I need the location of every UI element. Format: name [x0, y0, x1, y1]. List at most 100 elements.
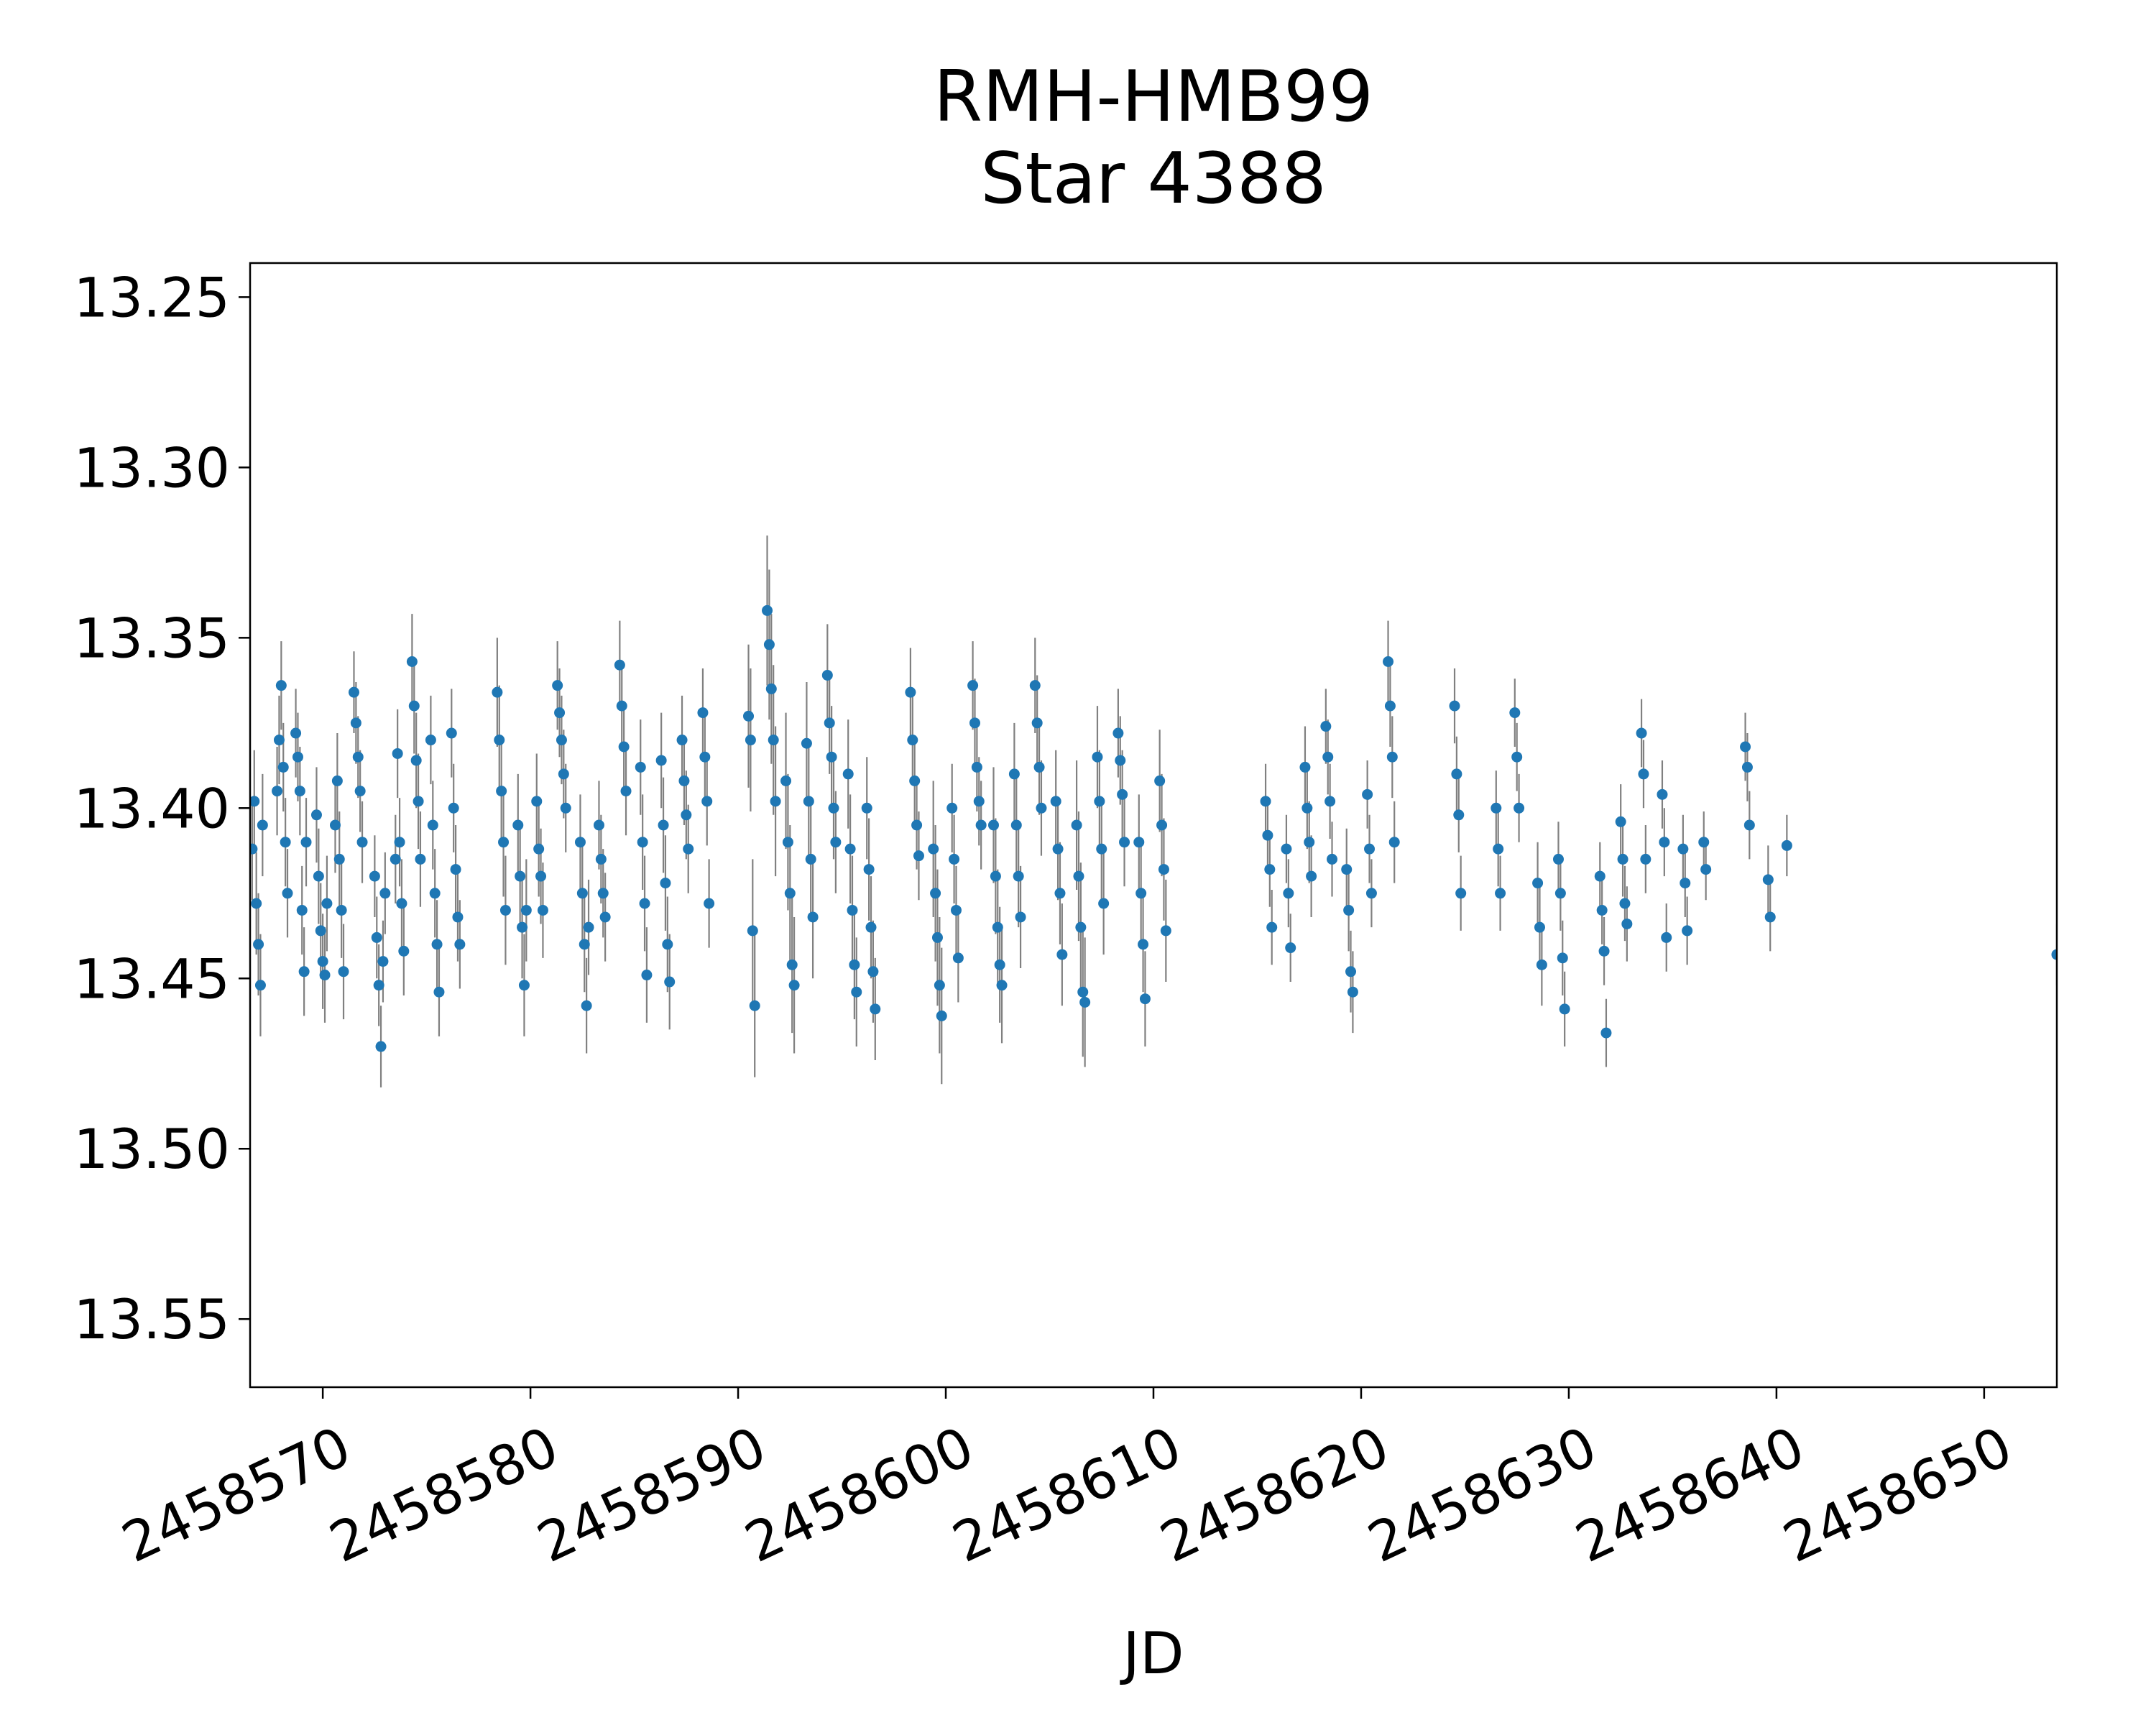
data-point [861, 802, 872, 814]
data-point [1682, 925, 1693, 937]
data-point [1160, 925, 1171, 937]
x-axis: 2458570245858024585902458600245861024586… [112, 1387, 2022, 1575]
data-point [1615, 816, 1626, 827]
data-point [1302, 802, 1313, 814]
data-point [1495, 888, 1506, 899]
data-point [1343, 904, 1355, 916]
data-point [1299, 761, 1311, 773]
data-point [2051, 949, 2057, 960]
data-point [828, 802, 839, 814]
data-point [329, 819, 341, 831]
data-point [1388, 837, 1400, 848]
data-point [1449, 700, 1460, 712]
data-point [1133, 837, 1145, 848]
data-point [1112, 727, 1124, 739]
data-point [1079, 996, 1091, 1008]
data-point [768, 735, 779, 746]
data-point [931, 932, 943, 943]
data-point [1534, 921, 1545, 933]
data-point [413, 796, 424, 807]
data-point [967, 680, 979, 691]
data-point [821, 669, 833, 681]
data-point [257, 819, 268, 831]
data-point [1010, 819, 1022, 831]
data-point [1657, 788, 1668, 800]
data-point [788, 980, 800, 991]
data-point [1054, 888, 1066, 899]
data-point [971, 761, 982, 773]
data-point [454, 939, 466, 950]
data-point [1509, 707, 1521, 719]
data-point [369, 870, 380, 882]
data-point [780, 775, 792, 786]
data-point [431, 939, 443, 950]
data-point [616, 700, 627, 712]
data-point [830, 837, 842, 848]
data-point [576, 888, 588, 899]
y-tick-label: 13.45 [73, 947, 230, 1011]
data-point [1327, 853, 1338, 865]
data-point [377, 956, 389, 967]
data-point [599, 911, 611, 923]
data-point [934, 980, 945, 991]
data-point [928, 843, 939, 855]
data-point [946, 802, 958, 814]
data-point [1098, 898, 1110, 909]
data-point [1304, 837, 1315, 848]
data-point [406, 656, 418, 668]
data-point [251, 898, 262, 909]
data-point [851, 986, 862, 998]
data-point [784, 888, 796, 899]
data-point [354, 786, 366, 797]
data-point [352, 751, 364, 763]
data-point [1138, 939, 1149, 950]
data-point [847, 904, 858, 916]
data-point [253, 939, 264, 950]
data-point [620, 786, 632, 797]
data-point [373, 980, 384, 991]
data-point [1322, 751, 1334, 763]
data-point [641, 970, 653, 981]
data-point [554, 707, 566, 719]
data-point [1661, 932, 1672, 943]
data-point [683, 843, 694, 855]
data-point [1554, 888, 1566, 899]
data-point [408, 700, 420, 712]
data-point [749, 1000, 760, 1011]
data-point [1052, 843, 1064, 855]
data-point [1598, 945, 1610, 957]
data-point [905, 686, 916, 698]
data-point [870, 1003, 881, 1015]
data-point [1008, 768, 1020, 780]
data-point [844, 843, 856, 855]
data-point [865, 921, 877, 933]
x-tick-label: 2458590 [528, 1414, 775, 1575]
data-point [664, 976, 676, 988]
data-point [745, 735, 756, 746]
data-point [537, 904, 548, 916]
data-point [429, 888, 441, 899]
data-point [277, 761, 289, 773]
y-tick-label: 13.40 [73, 776, 230, 840]
data-point [574, 837, 586, 848]
data-point [1154, 775, 1166, 786]
data-point [950, 904, 962, 916]
data-point [1621, 918, 1633, 929]
y-tick-label: 13.55 [73, 1287, 230, 1351]
data-point [593, 819, 604, 831]
data-point [1362, 788, 1373, 800]
data-point [936, 1010, 947, 1021]
data-point [801, 737, 812, 749]
data-point [1740, 741, 1751, 753]
data-point [1036, 802, 1047, 814]
data-point [1557, 952, 1568, 964]
data-point [863, 864, 875, 875]
data-point [704, 898, 715, 909]
data-point [1451, 768, 1462, 780]
data-point [1158, 864, 1169, 875]
data-point [356, 837, 368, 848]
data-point [1365, 888, 1377, 899]
data-point [517, 921, 528, 933]
data-point [805, 853, 816, 865]
